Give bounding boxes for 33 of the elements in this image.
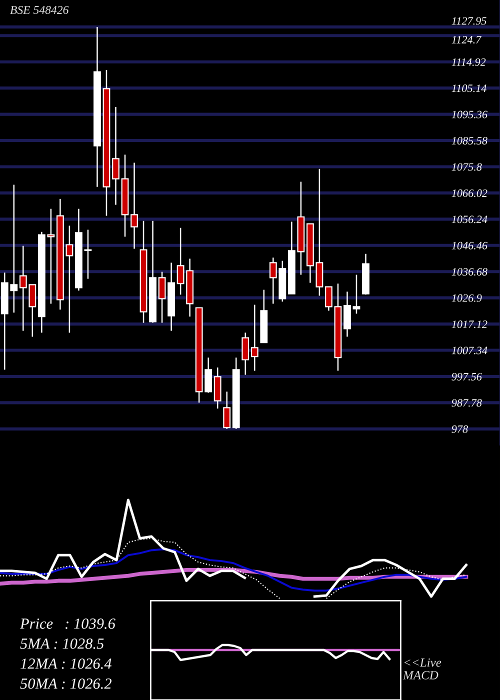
text: 50MA : 1026.2: [20, 678, 112, 689]
y-tick-label: 1075.8: [452, 163, 482, 171]
candlestick: [112, 106, 120, 206]
candlestick: [158, 271, 166, 324]
candlestick: [352, 274, 360, 314]
y-tick-label: 1124.7: [452, 36, 482, 44]
y-tick-label: 1056.24: [452, 216, 488, 224]
chart-title: BSE 548426: [10, 6, 69, 14]
candlestick: [130, 162, 138, 250]
y-tick-label: 997.56: [452, 372, 482, 380]
candlestick: [223, 391, 231, 430]
y-tick-label: 1036.68: [452, 268, 488, 276]
text: <<Live MACD: [402, 658, 442, 680]
y-tick-label: 1026.9: [452, 294, 482, 302]
y-tick-label: 978: [452, 425, 468, 433]
y-tick-label: 1105.14: [452, 84, 486, 92]
text: 12MA : 1026.4: [20, 658, 112, 669]
y-tick-label: 1114.92: [452, 58, 486, 66]
y-tick-label: 1066.02: [452, 189, 488, 197]
y-tick-label: 1095.36: [452, 110, 488, 118]
text: Price : 1039.6: [20, 618, 116, 629]
candlestick: [325, 286, 332, 312]
y-tick-label: 987.78: [452, 399, 482, 407]
y-tick-label: 1085.58: [452, 136, 488, 145]
candlestick: [84, 229, 92, 280]
candlestick: [242, 332, 250, 376]
y-tick-label: 1127.95: [452, 17, 486, 25]
y-tick-label: 1046.46: [452, 242, 488, 250]
text: 5MA : 1028.5: [20, 638, 104, 649]
y-tick-label: 1017.12: [452, 320, 488, 328]
y-tick-label: 1007.34: [452, 346, 488, 354]
candlestick: [250, 304, 258, 372]
candlestick: [344, 291, 351, 338]
